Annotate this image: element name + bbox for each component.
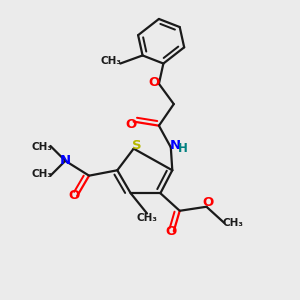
Text: CH₃: CH₃ [101,56,122,66]
Text: H: H [178,142,188,155]
Text: O: O [202,196,214,209]
Text: CH₃: CH₃ [31,142,52,152]
Text: S: S [132,140,142,152]
Text: O: O [125,118,136,131]
Text: CH₃: CH₃ [31,169,52,179]
Text: CH₃: CH₃ [136,213,158,223]
Text: O: O [165,225,176,238]
Text: CH₃: CH₃ [223,218,244,228]
Text: N: N [170,140,181,152]
Text: N: N [60,154,71,167]
Text: O: O [149,76,160,89]
Text: O: O [69,189,80,203]
